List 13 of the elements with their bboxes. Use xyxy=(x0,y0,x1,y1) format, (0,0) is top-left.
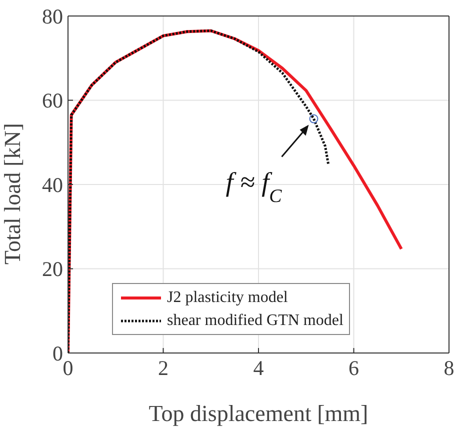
annotation: f ≈ f$_{C}$ xyxy=(226,166,282,206)
x-tick-label: 6 xyxy=(348,356,359,380)
y-tick-label: 40 xyxy=(42,172,63,197)
x-axis-title: Top displacement [mm] xyxy=(148,401,368,426)
y-tick-label: 80 xyxy=(42,4,63,28)
x-tick-label: 4 xyxy=(253,356,264,380)
y-tick-label: 20 xyxy=(42,257,63,282)
legend-label: J2 plasticity model xyxy=(167,288,288,306)
y-tick-label: 60 xyxy=(42,88,63,113)
y-axis-title: Total load [kN] xyxy=(0,123,26,264)
x-tick-label: 2 xyxy=(158,356,168,380)
legend-label: shear modified GTN model xyxy=(167,312,344,330)
x-tick-label: 8 xyxy=(444,356,454,380)
